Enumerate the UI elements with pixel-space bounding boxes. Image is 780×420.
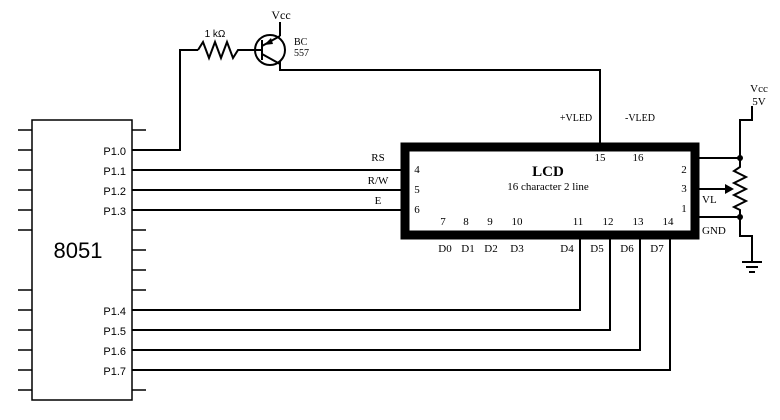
lcd-body: [400, 142, 700, 240]
pin-num-6: 6: [414, 204, 420, 216]
resistor-label: 1 kΩ: [205, 29, 226, 40]
resistor-symbol: [197, 39, 250, 61]
wire-vled: [279, 60, 601, 145]
label-e: E: [375, 195, 382, 207]
pin-label-p1-2: P1.2: [103, 186, 126, 198]
label-d5: D5: [590, 243, 604, 255]
arrow-icon: [725, 184, 734, 194]
pin-num-10: 10: [512, 216, 524, 228]
pin-num-7: 7: [440, 216, 446, 228]
pin-num-13: 13: [633, 216, 645, 228]
pin-label-p1-4: P1.4: [103, 306, 126, 318]
mcu-right-pins: [132, 129, 146, 391]
pin-num-5: 5: [414, 184, 420, 196]
transistor-part-line2: 557: [294, 48, 309, 59]
resistor: 1 kΩ: [197, 29, 250, 61]
pin-label-p1-6: P1.6: [103, 346, 126, 358]
pin-label-p1-3: P1.3: [103, 206, 126, 218]
label-minus-vled: -VLED: [625, 113, 655, 124]
label-gnd: GND: [702, 225, 726, 237]
pin-num-8: 8: [463, 216, 469, 228]
wire-p1-0: [132, 49, 198, 151]
transistor-vcc: Vcc: [271, 8, 290, 22]
lcd-title: LCD: [532, 164, 564, 180]
pin-num-16: 16: [633, 152, 645, 164]
pin-num-9: 9: [487, 216, 493, 228]
pin-num-3: 3: [681, 183, 687, 195]
label-d6: D6: [620, 243, 634, 255]
pot-resistor-symbol: [731, 158, 749, 217]
lcd-module: LCD 16 character 2 line RS R/W E 4 5 6 2…: [368, 113, 700, 255]
mcu-name: 8051: [54, 238, 103, 263]
supply-5v: 5V: [752, 96, 766, 108]
supply-vcc: Vcc: [750, 83, 768, 95]
mcu-left-pins: [18, 129, 32, 391]
pin-num-12: 12: [603, 216, 614, 228]
wires: [132, 49, 753, 371]
lcd-subtitle: 16 character 2 line: [507, 181, 589, 193]
wire-d7: [132, 237, 671, 371]
pin-num-15: 15: [595, 152, 607, 164]
pin-label-p1-7: P1.7: [103, 366, 126, 378]
arrow-icon: [264, 38, 273, 45]
pin-num-11: 11: [573, 216, 584, 228]
potentiometer: VL GND: [697, 155, 749, 237]
wire-d5: [132, 237, 611, 331]
ground-icon: [742, 261, 762, 273]
wire-d4: [132, 237, 581, 311]
label-d1: D1: [461, 243, 474, 255]
transistor-part-line1: BC: [294, 37, 308, 48]
label-plus-vled: +VLED: [560, 113, 592, 124]
pin-label-p1-0: P1.0: [103, 146, 126, 158]
pin-num-14: 14: [663, 216, 675, 228]
pin-num-1: 1: [681, 203, 687, 215]
pin-label-p1-1: P1.1: [103, 166, 126, 178]
transistor-collector: [261, 53, 281, 65]
label-rs: RS: [371, 152, 384, 164]
label-d0: D0: [438, 243, 452, 255]
transistor: Vcc BC 557: [250, 8, 309, 66]
pin-label-p1-5: P1.5: [103, 326, 126, 338]
mcu-body: [31, 119, 133, 401]
label-vl: VL: [702, 194, 717, 206]
wire-supply: [739, 106, 753, 158]
pin-num-4: 4: [414, 164, 420, 176]
wire-d6: [132, 237, 641, 351]
wire-gnd: [739, 217, 753, 262]
label-d4: D4: [560, 243, 574, 255]
label-d2: D2: [484, 243, 497, 255]
pin-num-2: 2: [681, 164, 687, 176]
supply: Vcc 5V: [750, 83, 768, 108]
label-rw: R/W: [368, 175, 389, 187]
label-d3: D3: [510, 243, 524, 255]
mcu-8051: 8051 P1.0 P1.1 P1.2: [18, 119, 146, 401]
label-d7: D7: [650, 243, 664, 255]
